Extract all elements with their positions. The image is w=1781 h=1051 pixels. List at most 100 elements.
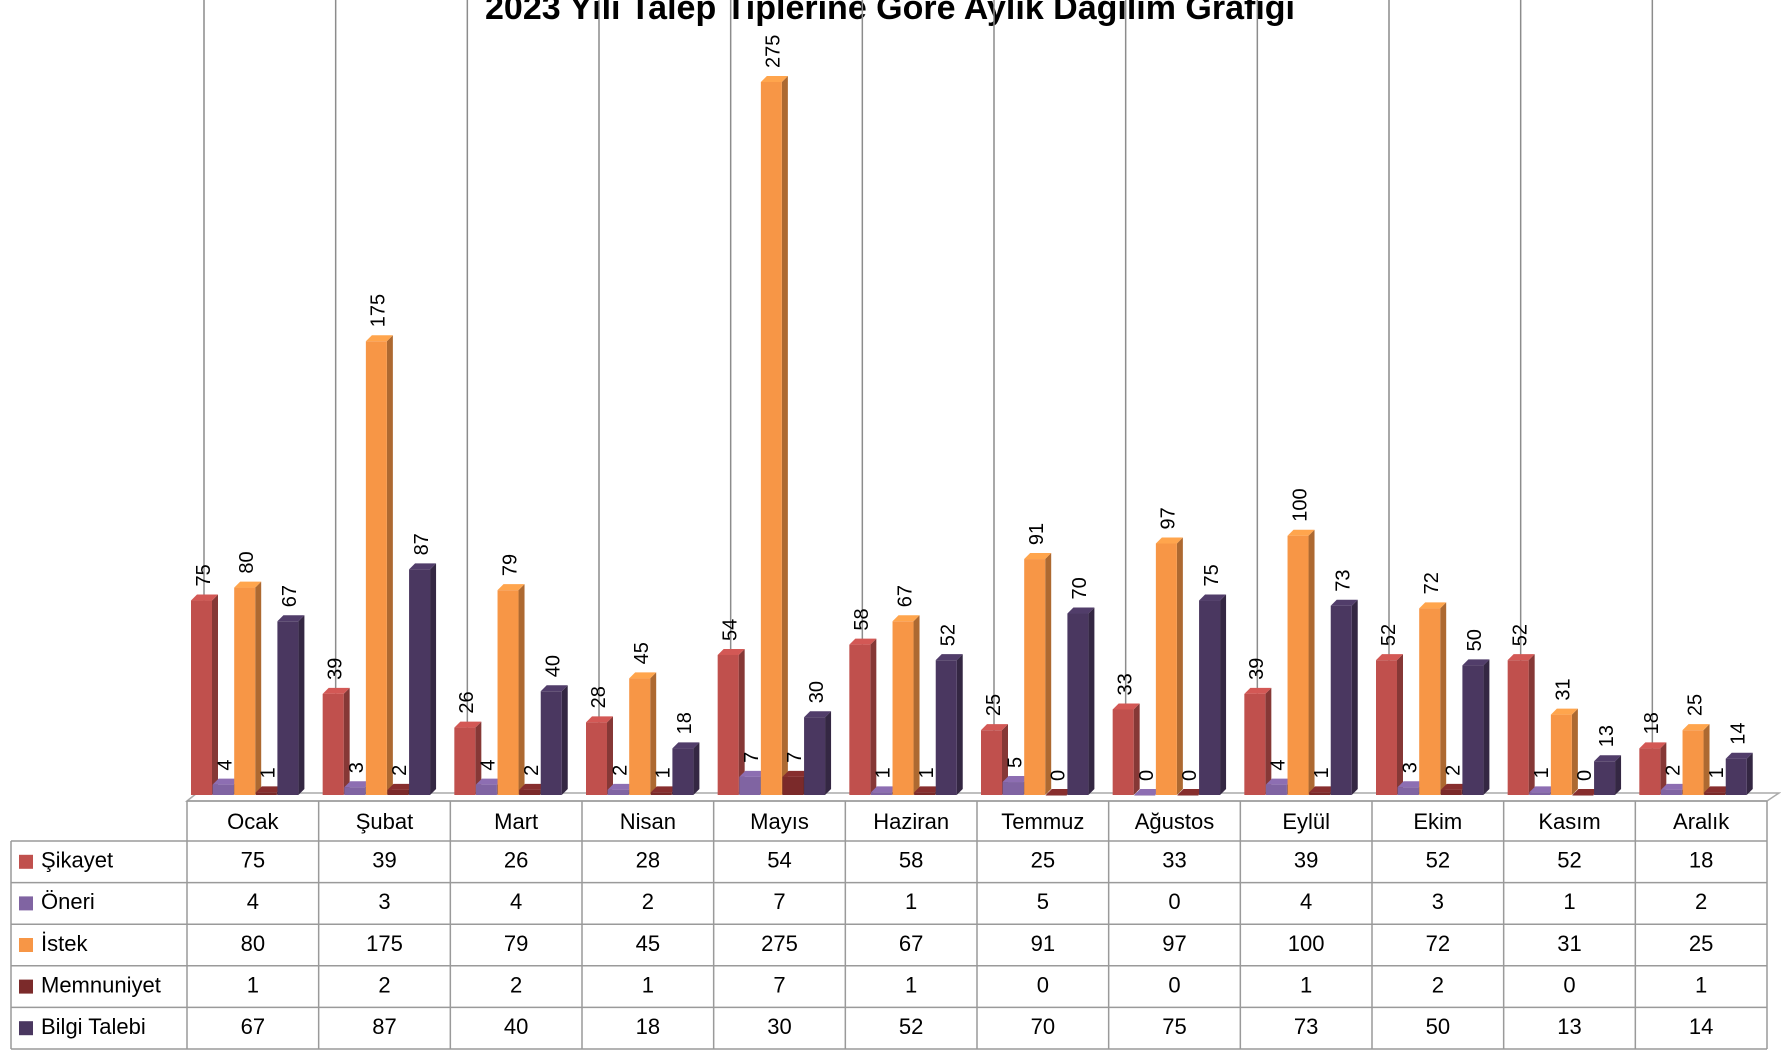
bar-top [454, 721, 482, 728]
table-cell: 1 [905, 889, 917, 914]
data-label: 18 [674, 712, 696, 734]
bar [650, 792, 672, 795]
data-label: 275 [763, 35, 785, 68]
data-label: 0 [1574, 770, 1596, 781]
data-label: 1 [1531, 767, 1553, 778]
x-tick-label: Ağustos [1135, 809, 1215, 834]
data-label: 39 [1246, 658, 1268, 680]
bar [387, 789, 409, 795]
bar-side [1660, 742, 1667, 795]
data-label: 175 [368, 294, 390, 327]
bar-side [1615, 755, 1622, 795]
data-label: 52 [1509, 624, 1531, 646]
bar [497, 590, 519, 795]
table-cell: 30 [767, 1014, 791, 1039]
bar [914, 792, 936, 795]
x-tick-label: Kasım [1538, 809, 1600, 834]
data-label: 2 [389, 765, 411, 776]
bar-side [1483, 659, 1490, 795]
bar [1440, 789, 1462, 795]
data-label: 1 [653, 767, 675, 778]
bar-top [1507, 654, 1535, 661]
data-label: 31 [1553, 678, 1575, 700]
table-cell: 33 [1162, 848, 1186, 873]
table-cell: 45 [636, 931, 660, 956]
bar [1572, 795, 1594, 796]
data-label: 4 [1268, 760, 1290, 771]
bar [1550, 714, 1572, 795]
bar-top [1199, 594, 1227, 601]
bar-top [607, 783, 635, 790]
bar [234, 587, 256, 795]
bar [586, 722, 607, 795]
table-cell: 0 [1563, 972, 1575, 997]
data-label: 25 [983, 694, 1005, 716]
bar [1002, 782, 1024, 795]
bar [870, 792, 892, 795]
bar-top [650, 786, 678, 793]
table-cell: 1 [642, 972, 654, 997]
table-cell: 75 [1162, 1014, 1186, 1039]
bar-top [1244, 687, 1272, 694]
bar [1682, 730, 1704, 795]
bar-top [1550, 708, 1578, 715]
table-cell: 25 [1689, 931, 1713, 956]
data-label: 45 [631, 642, 653, 664]
bar [1725, 758, 1747, 795]
data-label: 13 [1596, 725, 1618, 747]
data-label: 87 [411, 533, 433, 555]
table-cell: 28 [636, 848, 660, 873]
legend-label: Şikayet [41, 848, 113, 873]
bar [1660, 789, 1682, 795]
bar [322, 693, 344, 795]
legend-label: Memnuniyet [41, 972, 161, 997]
bar-side [650, 672, 657, 795]
table-cell: 100 [1288, 931, 1325, 956]
data-label: 1 [873, 767, 895, 778]
bar [1376, 660, 1397, 795]
data-label: 75 [193, 564, 215, 586]
bar [849, 644, 871, 795]
data-label: 5 [1004, 757, 1026, 768]
data-label: 39 [324, 658, 346, 680]
table-cell: 18 [636, 1014, 660, 1039]
data-label: 67 [279, 585, 301, 607]
bar [607, 789, 629, 795]
bar-side [298, 615, 305, 795]
bar-top [519, 783, 547, 790]
bar [255, 792, 277, 795]
data-label: 75 [1201, 564, 1223, 586]
data-label: 67 [894, 585, 916, 607]
table-cell: 1 [905, 972, 917, 997]
bar [1330, 605, 1352, 795]
bar [519, 789, 541, 795]
bar [1462, 665, 1484, 795]
legend-key [19, 979, 33, 994]
bar-top [739, 770, 767, 777]
table-cell: 70 [1031, 1014, 1055, 1039]
bar [540, 691, 562, 795]
table-cell: 52 [1426, 848, 1450, 873]
table-cell: 275 [761, 931, 798, 956]
bar [1309, 792, 1331, 795]
data-label: 14 [1728, 722, 1750, 744]
data-label: 79 [499, 554, 521, 576]
bar-top [1660, 783, 1688, 790]
table-cell: 4 [1300, 889, 1312, 914]
bar-top [1594, 755, 1622, 762]
bar-side [1571, 708, 1578, 795]
bar-side [913, 615, 920, 795]
bar-top [1376, 654, 1403, 661]
data-label: 2 [1443, 765, 1465, 776]
bar-side [1397, 654, 1403, 795]
table-cell: 7 [773, 972, 785, 997]
data-label: 40 [543, 655, 565, 677]
table-cell: 72 [1426, 931, 1450, 956]
bar [454, 727, 476, 795]
legend-label: Öneri [41, 889, 95, 914]
table-cell: 4 [510, 889, 522, 914]
table-cell: 97 [1162, 931, 1186, 956]
legend-key [19, 938, 33, 952]
data-label: 2 [521, 765, 543, 776]
